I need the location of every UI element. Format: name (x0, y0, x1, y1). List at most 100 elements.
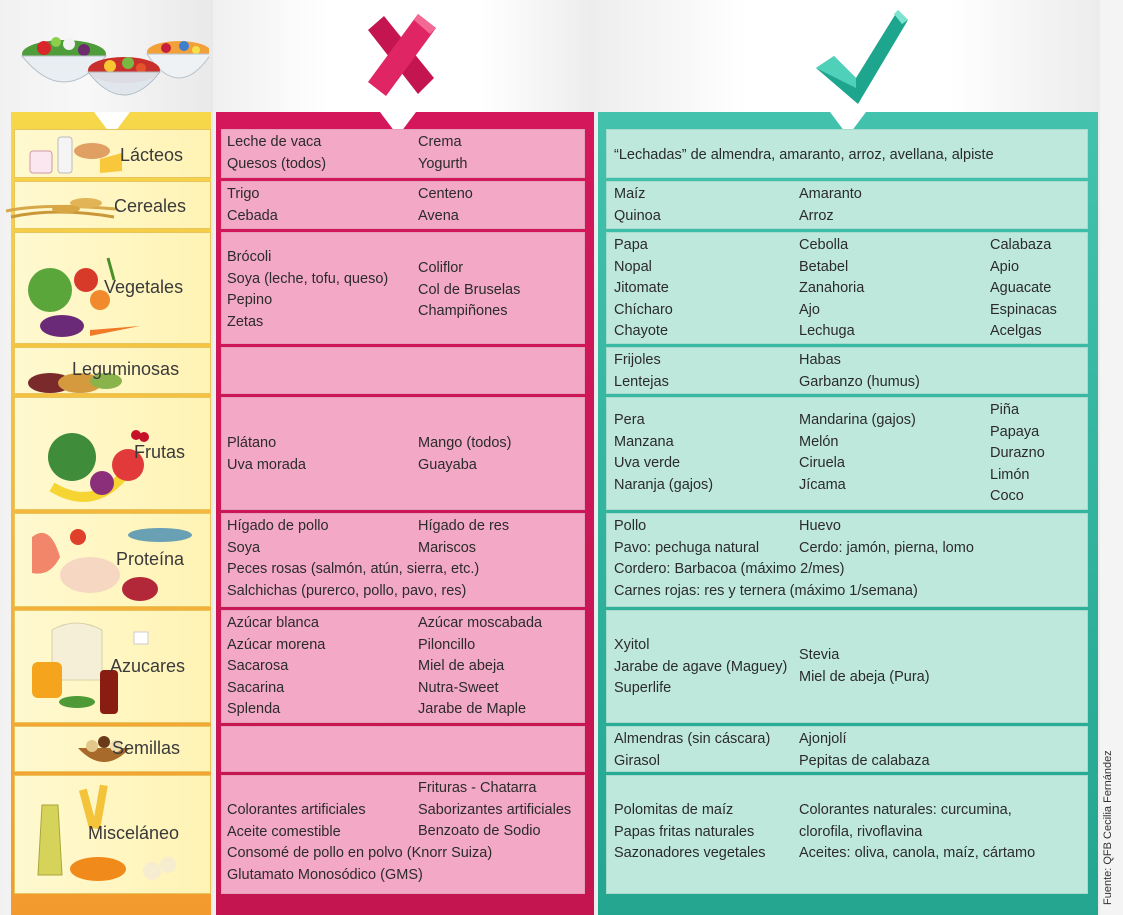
recommended-cell: Xyitol Jarabe de agave (Maguey) Superlife S… (606, 610, 1088, 723)
avoid-text-block: Centeno Avena (418, 184, 473, 227)
recommended-text-block: Cebolla Betabel Zanahoria Ajo Lechuga (799, 235, 864, 343)
avoid-item: Coliflor (418, 260, 464, 276)
avoid-item: Plátano (227, 435, 277, 451)
avoid-item: Hígado de res (418, 518, 510, 534)
recommended-item: Superlife (614, 680, 672, 696)
recommended-item: Cebolla (799, 237, 849, 253)
recommended-item: Miel de abeja (Pura) (799, 668, 930, 685)
avoid-item: Sacarina (227, 679, 285, 696)
recommended-item: Aceites: oliva, canola, maíz, cártamo (799, 845, 1036, 861)
recommended-item: Lechuga (799, 323, 855, 339)
recommended-item: Ciruela (799, 455, 845, 471)
avoid-item: Zetas (227, 313, 264, 330)
category-label: Cereales (114, 196, 187, 216)
category-label: Misceláneo (88, 823, 180, 843)
recommended-text-block: Frijoles Lentejas (614, 350, 669, 393)
avoid-item: Consomé de pollo en polvo (Knorr Suiza) (227, 845, 493, 861)
category-cell: Lácteos (14, 129, 211, 178)
recommended-item: Girasol (614, 752, 660, 769)
avoid-cell (221, 726, 585, 772)
recommended-item: “Lechadas” de almendra, amaranto, arroz,… (614, 147, 994, 163)
recommended-item: Limón (990, 466, 1030, 483)
recommended-text-block: Papa Nopal Jitomate Chícharo Chayote (614, 235, 673, 343)
recommended-text-block: Cordero: Barbacoa (máximo 2/mes) Carnes r… (614, 559, 918, 602)
recommended-item: Espinacas (990, 301, 1057, 318)
cross-icon (368, 14, 436, 96)
avoid-item: Azúcar morena (227, 636, 326, 653)
recommended-text-block: Mandarina (gajos) Melón Ciruela Jícama (799, 410, 916, 496)
avoid-text-block: Azúcar moscabada Piloncillo Miel de abeja N… (418, 613, 542, 721)
recommended-item: Ajo (799, 301, 820, 318)
avoid-text-block: Azúcar blanca Azúcar morena Sacarosa Sacari… (227, 613, 325, 721)
avoid-cell: Brócoli Soya (leche, tofu, queso) Pepino Ze… (221, 232, 585, 344)
recommended-item: Pepitas de calabaza (799, 752, 930, 769)
category-cell: Semillas (14, 726, 211, 772)
recommended-item: Carnes rojas: res y ternera (máximo 1/se… (614, 582, 918, 599)
avoid-cell: Trigo Cebada Centeno Avena (221, 181, 585, 229)
recommended-item: Stevia (799, 647, 840, 663)
misc-food-icon (37, 784, 176, 881)
avoid-item: Aceite comestible (227, 823, 341, 840)
recommended-cell: Frijoles Lentejas Habas Garbanzo (humus) (606, 347, 1088, 394)
recommended-text-block: Piña Papaya Durazno Limón Coco (990, 400, 1045, 508)
recommended-text-block: Stevia Miel de abeja (Pura) (799, 645, 930, 688)
avoid-item: Soya (227, 539, 261, 556)
recommended-item: Mandarina (gajos) (799, 412, 916, 428)
recommended-item: Cerdo: jamón, pierna, lomo (799, 539, 974, 556)
recommended-item: Piña (990, 402, 1020, 418)
recommended-item: Calabaza (990, 237, 1052, 253)
recommended-text-block: Huevo Cerdo: jamón, pierna, lomo (799, 516, 974, 559)
category-label: Leguminosas (72, 359, 180, 379)
avoid-item: Nutra-Sweet (418, 679, 499, 696)
recommended-item: Manzana (614, 433, 674, 450)
avoid-item: Hígado de pollo (227, 518, 329, 534)
recommended-cell: Pollo Pavo: pechuga natural Huevo Cerdo: ja… (606, 513, 1088, 607)
avoid-item: Centeno (418, 186, 473, 202)
category-label: Vegetales (104, 277, 184, 297)
avoid-item: Sacarosa (227, 658, 289, 674)
recommended-item: Cordero: Barbacoa (máximo 2/mes) (614, 561, 845, 577)
recommended-item: Sazonadores vegetales (614, 845, 766, 861)
recommended-item: Ajonjolí (799, 731, 847, 747)
recommended-item: Chayote (614, 323, 669, 339)
recommended-item: Acelgas (990, 323, 1042, 339)
avoid-text-block: Plátano Uva morada (227, 433, 306, 476)
recommended-text-block: Polomitas de maíz Papas fritas naturales S… (614, 800, 766, 865)
category-cell: Misceláneo (14, 775, 211, 894)
recommended-cell: Maíz Quinoa Amaranto Arroz (606, 181, 1088, 229)
recommended-item: Jícama (799, 476, 846, 493)
avoid-text-block: Hígado de pollo Soya (227, 516, 329, 559)
recommended-item: Apio (990, 258, 1020, 275)
avoid-item: Soya (leche, tofu, queso) (227, 270, 389, 287)
avoid-text-block: Colorantes artificiales Aceite comestible (227, 800, 366, 843)
recommended-item: Arroz (799, 207, 834, 224)
category-cell: Vegetales (14, 232, 211, 344)
avoid-item: Saborizantes artificiales (418, 801, 572, 818)
avoid-item: Frituras - Chatarra (418, 780, 537, 796)
avoid-item: Brócoli (227, 249, 272, 265)
recommended-item: Uva verde (614, 455, 681, 471)
category-cell: Frutas (14, 397, 211, 510)
recommended-text-block: “Lechadas” de almendra, amaranto, arroz,… (614, 145, 994, 167)
recommended-item: Pavo: pechuga natural (614, 539, 760, 556)
category-cell: Azucares (14, 610, 211, 723)
avoid-item: Avena (418, 207, 459, 224)
recommended-item: Chícharo (614, 301, 673, 318)
avoid-item: Trigo (227, 186, 260, 202)
source-credit: Fuente: QFB Cecilia Fernández (1102, 750, 1114, 905)
recommended-text-block: Colorantes naturales: curcumina, clorofil… (799, 800, 1035, 865)
recommended-item: Papaya (990, 423, 1040, 440)
avoid-text-block: Trigo Cebada (227, 184, 278, 227)
avoid-item: Azúcar moscabada (418, 615, 543, 631)
category-label: Proteína (116, 549, 185, 569)
recommended-item: Jitomate (614, 280, 669, 296)
avoid-item: Jarabe de Maple (418, 701, 527, 717)
category-cell: Leguminosas (14, 347, 211, 394)
category-cell: Proteína (14, 513, 211, 607)
recommended-item: Lentejas (614, 373, 669, 390)
recommended-item: Amaranto (799, 186, 862, 202)
recommended-item: Xyitol (614, 637, 650, 653)
recommended-text-block: Calabaza Apio Aguacate Espinacas Acelgas (990, 235, 1057, 343)
recommended-text-block: Habas Garbanzo (humus) (799, 350, 920, 393)
avoid-item: Piloncillo (418, 636, 476, 653)
